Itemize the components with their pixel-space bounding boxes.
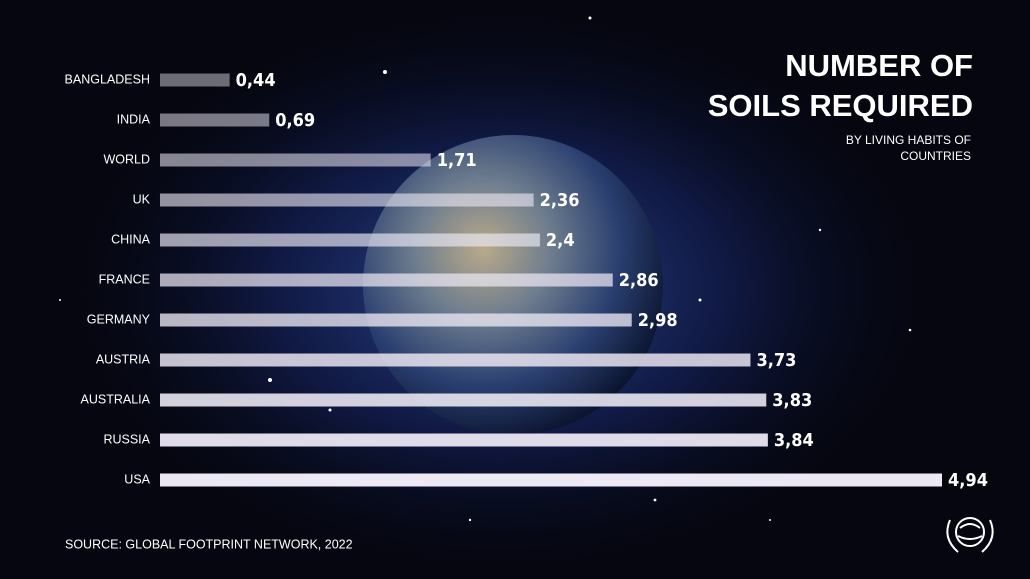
source: SOURCE: GLOBAL FOOTPRINT NETWORK, 2022 xyxy=(65,537,353,551)
bar xyxy=(160,313,632,327)
value-label: 2,4 xyxy=(546,230,575,251)
bar xyxy=(160,353,751,367)
value-label: 2,36 xyxy=(540,190,580,211)
value-label: 3,84 xyxy=(774,430,814,451)
bar xyxy=(160,113,270,127)
subtitle: COUNTRIES xyxy=(900,149,971,163)
bar xyxy=(160,473,942,487)
value-label: 3,83 xyxy=(772,390,812,411)
logo xyxy=(946,517,994,553)
stars xyxy=(59,16,912,522)
category-label: FRANCE xyxy=(99,272,150,286)
value-label: 0,69 xyxy=(275,110,315,131)
category-label: GERMANY xyxy=(87,312,151,326)
subtitle: BY LIVING HABITS OF xyxy=(846,133,971,147)
category-label: CHINA xyxy=(111,232,151,246)
value-label: 2,98 xyxy=(638,310,678,331)
bar xyxy=(160,153,431,167)
value-label: 3,73 xyxy=(756,350,796,371)
bar xyxy=(160,73,230,87)
bar xyxy=(160,393,767,407)
bar xyxy=(160,233,540,247)
category-label: BANGLADESH xyxy=(65,72,150,86)
category-label: WORLD xyxy=(103,152,150,166)
chart-title: SOILS REQUIRED xyxy=(708,88,973,123)
bar xyxy=(160,193,534,207)
value-label: 4,94 xyxy=(948,470,988,491)
value-label: 2,86 xyxy=(619,270,659,291)
bar xyxy=(160,273,613,287)
category-label: INDIA xyxy=(117,112,151,126)
category-label: USA xyxy=(124,472,150,486)
bar xyxy=(160,433,768,447)
value-label: 1,71 xyxy=(437,150,477,171)
category-label: AUSTRALIA xyxy=(81,392,151,406)
category-label: AUSTRIA xyxy=(96,352,151,366)
chart-title: NUMBER OF xyxy=(785,48,973,83)
category-label: RUSSIA xyxy=(103,432,150,446)
value-label: 0,44 xyxy=(236,70,276,91)
category-label: UK xyxy=(133,192,151,206)
